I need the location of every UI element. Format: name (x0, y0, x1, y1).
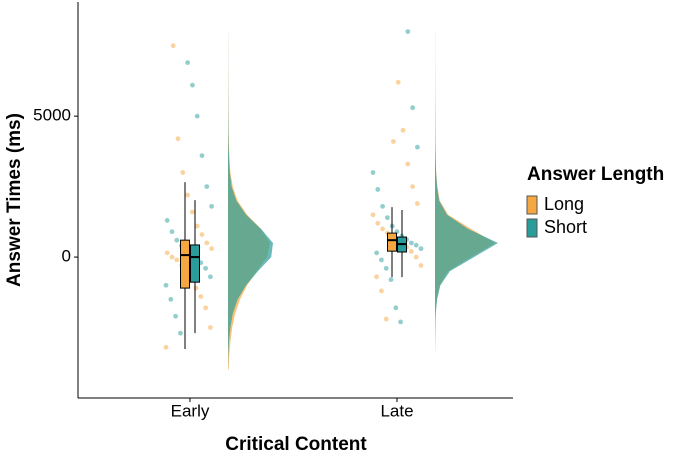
box (180, 239, 190, 289)
data-point (194, 223, 200, 229)
box (387, 232, 397, 252)
data-point (203, 305, 209, 311)
data-point (375, 220, 381, 226)
density (435, 31, 498, 370)
data-point (164, 250, 170, 256)
data-point (383, 316, 389, 322)
data-point (175, 136, 181, 142)
data-point (374, 250, 379, 256)
data-point (409, 240, 414, 246)
data-point (385, 215, 390, 221)
data-point (190, 82, 195, 88)
density (228, 31, 273, 370)
data-point (169, 229, 175, 235)
data-point (413, 254, 419, 260)
data-point (190, 209, 195, 215)
data-point (173, 313, 179, 319)
data-point (208, 325, 213, 330)
data-point (418, 246, 424, 252)
data-point (204, 240, 210, 246)
data-point (174, 257, 180, 263)
data-point (418, 263, 424, 268)
data-point (379, 257, 384, 263)
data-point (209, 203, 215, 209)
legend-key (526, 195, 538, 215)
density (435, 31, 495, 370)
data-point (170, 43, 176, 49)
data-point (199, 153, 205, 159)
data-point (198, 294, 204, 299)
data-point (204, 184, 210, 190)
data-point (410, 105, 415, 111)
data-point (380, 203, 385, 209)
data-point (185, 192, 191, 198)
data-point (391, 139, 396, 144)
y-tick-label: 0 (62, 247, 71, 266)
data-point (383, 265, 389, 271)
data-point (168, 296, 174, 302)
data-point (203, 265, 209, 271)
data-point (410, 184, 415, 190)
data-point (209, 246, 215, 252)
data-point (405, 161, 411, 167)
y-axis-label: Answer Times (ms) (4, 113, 25, 287)
data-point (380, 226, 385, 232)
data-point (388, 277, 394, 283)
data-point (400, 127, 406, 133)
data-point (178, 330, 183, 336)
x-axis-label: Critical Content (225, 434, 367, 455)
data-point (185, 60, 191, 65)
data-point (180, 170, 186, 175)
data-point (163, 282, 169, 288)
data-point (199, 232, 205, 237)
data-point (395, 79, 401, 85)
legend-label: Short (544, 217, 587, 237)
data-point (413, 242, 419, 248)
data-point (174, 237, 180, 243)
data-point (370, 212, 376, 218)
data-point (415, 144, 420, 150)
data-point (169, 254, 175, 260)
x-tick-label: Early (171, 401, 210, 420)
data-point (193, 285, 199, 291)
data-point (379, 288, 384, 294)
data-point (393, 305, 399, 311)
box (190, 244, 200, 283)
y-tick-label: 5000 (33, 106, 71, 125)
data-point (398, 319, 403, 325)
data-point (370, 170, 376, 175)
legend-label: Long (544, 194, 584, 214)
data-point (164, 218, 170, 223)
data-point (374, 274, 379, 280)
x-tick-label: Late (380, 401, 413, 420)
data-point (208, 274, 213, 280)
data-point (375, 187, 381, 192)
data-point (163, 344, 169, 350)
legend-key (526, 218, 538, 238)
data-point (415, 201, 420, 206)
legend-title: Answer Length (527, 164, 664, 185)
data-point (409, 249, 414, 254)
data-point (194, 113, 200, 119)
data-point (405, 29, 411, 34)
